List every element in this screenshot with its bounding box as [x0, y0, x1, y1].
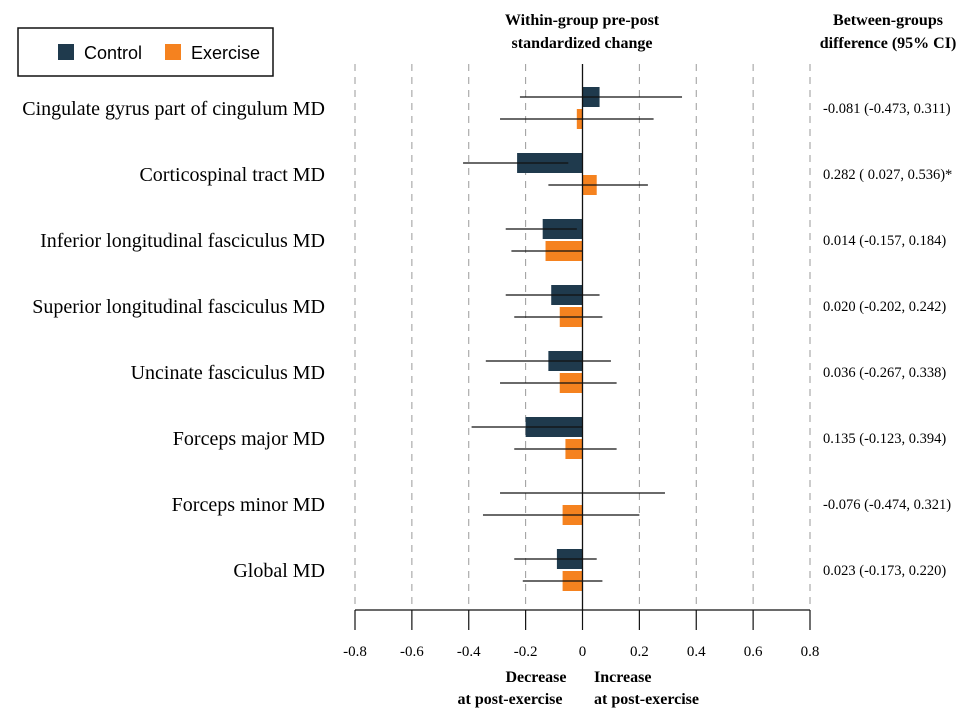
- x-tick-label: 0.8: [801, 644, 820, 660]
- between-groups-value: -0.081 (-0.473, 0.311): [823, 101, 951, 117]
- x-tick-label: 0.6: [744, 644, 763, 660]
- x-tick-label: 0.4: [687, 644, 706, 660]
- between-groups-value: -0.076 (-0.474, 0.321): [823, 497, 951, 513]
- row-label: Cingulate gyrus part of cingulum MD: [22, 98, 325, 120]
- row-label: Forceps minor MD: [172, 494, 325, 516]
- right-header-line-2: difference (95% CI): [820, 35, 957, 52]
- x-tick-label: 0: [579, 644, 587, 660]
- x-tick-label: -0.2: [514, 644, 538, 660]
- row-label: Global MD: [233, 560, 325, 582]
- row-label: Inferior longitudinal fasciculus MD: [40, 230, 325, 252]
- legend-label-exercise: Exercise: [191, 43, 260, 63]
- x-axis: -0.8 -0.6 -0.4 -0.2 0 0.2 0.4 0.6 0.8: [343, 64, 819, 660]
- right-header-line-1: Between-groups: [833, 12, 943, 29]
- legend: Control Exercise: [17, 27, 274, 77]
- between-groups-value: 0.036 (-0.267, 0.338): [823, 365, 946, 381]
- footer-decrease-line-1: Decrease: [506, 669, 567, 686]
- between-groups-value: 0.023 (-0.173, 0.220): [823, 563, 946, 579]
- between-groups-value: 0.282 ( 0.027, 0.536)*: [823, 167, 952, 183]
- x-tick-label: -0.8: [343, 644, 367, 660]
- x-tick-label: -0.4: [457, 644, 481, 660]
- legend-label-control: Control: [84, 43, 142, 63]
- between-groups-value: 0.014 (-0.157, 0.184): [823, 233, 946, 249]
- x-tick-label: 0.2: [630, 644, 649, 660]
- between-groups-value: 0.020 (-0.202, 0.242): [823, 299, 946, 315]
- center-header-line-1: Within-group pre-post: [505, 12, 660, 29]
- row-label: Uncinate fasciculus MD: [131, 362, 325, 384]
- legend-swatch-control: [58, 44, 74, 60]
- footer-increase-line-2: at post-exercise: [594, 691, 699, 708]
- data-marks: [463, 87, 683, 591]
- row-label: Corticospinal tract MD: [139, 164, 325, 186]
- legend-swatch-exercise: [165, 44, 181, 60]
- x-tick-label: -0.6: [400, 644, 424, 660]
- center-header-line-2: standardized change: [512, 35, 653, 52]
- footer-decrease-line-2: at post-exercise: [458, 691, 563, 708]
- gridlines: [354, 64, 811, 610]
- footer-increase-line-1: Increase: [594, 669, 651, 686]
- row-labels: Cingulate gyrus part of cingulum MD -0.08…: [22, 98, 952, 582]
- between-groups-value: 0.135 (-0.123, 0.394): [823, 431, 946, 447]
- row-label: Forceps major MD: [173, 428, 325, 450]
- row-label: Superior longitudinal fasciculus MD: [32, 296, 325, 318]
